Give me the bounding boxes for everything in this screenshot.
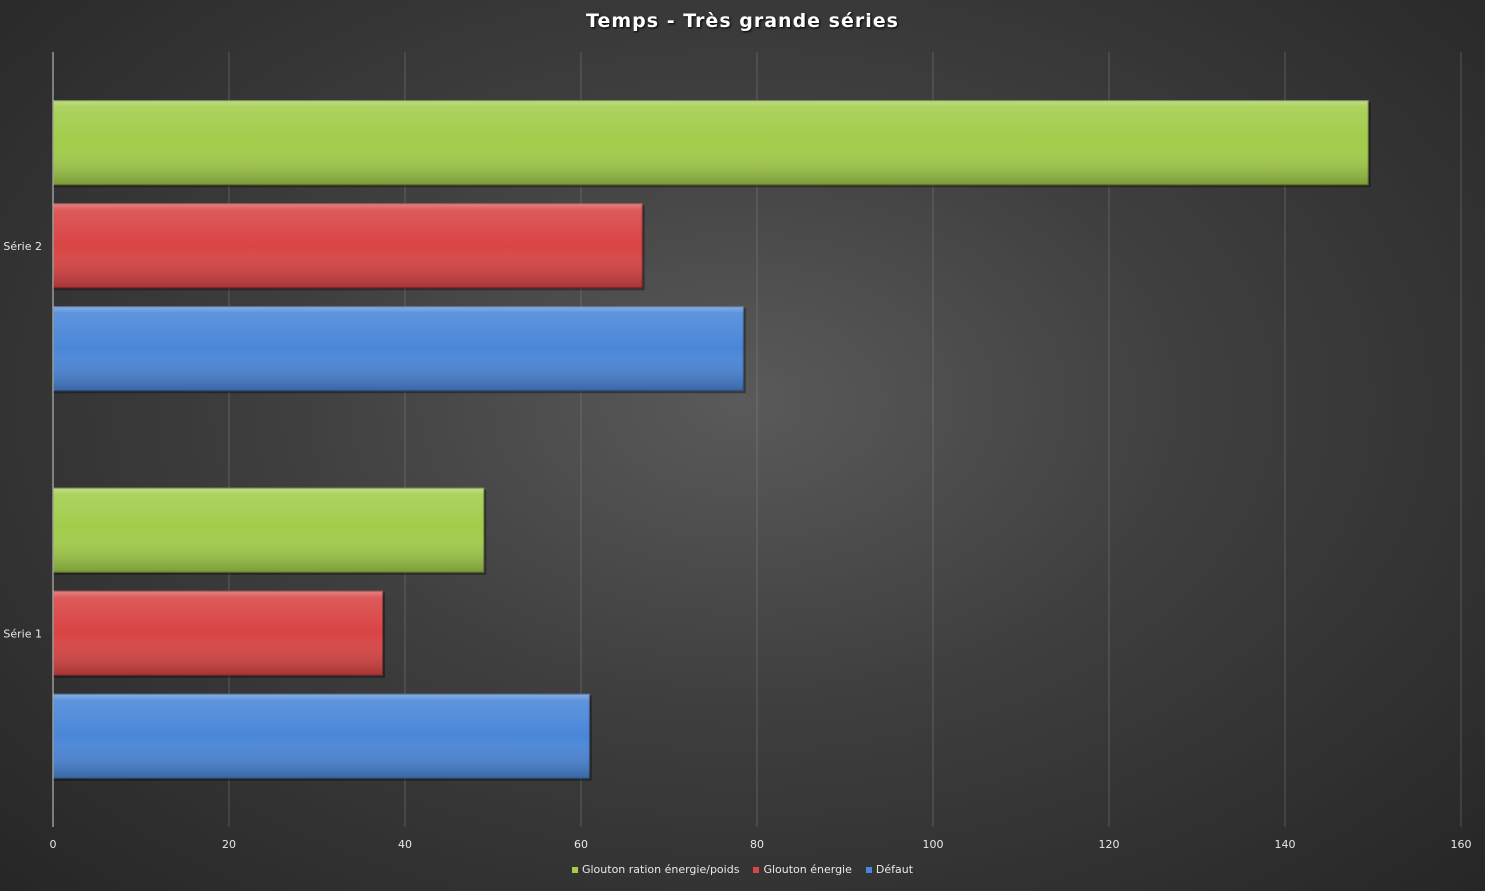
bar xyxy=(53,693,592,781)
x-tick-label: 80 xyxy=(750,838,764,851)
bar xyxy=(53,100,1371,188)
y-tick-label: Série 2 xyxy=(3,240,42,253)
x-tick-label: 120 xyxy=(1099,838,1120,851)
x-tick-label: 100 xyxy=(923,838,944,851)
bars xyxy=(53,100,1371,781)
x-tick-label: 140 xyxy=(1275,838,1296,851)
bar-highlight xyxy=(53,203,643,289)
bar-highlight xyxy=(53,487,485,573)
bar xyxy=(53,590,385,678)
bar-highlight xyxy=(53,306,744,392)
legend-item: Défaut xyxy=(865,863,914,876)
legend-item: Glouton ration énergie/poids xyxy=(571,863,740,876)
bar xyxy=(53,203,645,291)
bar-highlight xyxy=(53,100,1369,186)
legend: Glouton ration énergie/poids Glouton éner… xyxy=(0,863,1485,876)
legend-label: Glouton énergie xyxy=(763,863,852,876)
chart-title: Temps - Très grande séries xyxy=(586,10,899,32)
x-tick-label: 60 xyxy=(574,838,588,851)
legend-swatch xyxy=(571,866,578,873)
bar xyxy=(53,487,487,575)
bar-highlight xyxy=(53,590,383,676)
bar xyxy=(53,306,746,394)
axes: 0 20 40 60 80 100 120 140 160 Série 1 Série 2 xyxy=(3,52,1472,851)
x-tick-label: 160 xyxy=(1451,838,1472,851)
legend-label: Défaut xyxy=(875,863,914,876)
legend-label: Glouton ration énergie/poids xyxy=(581,863,740,876)
legend-swatch xyxy=(753,866,760,873)
x-tick-label: 20 xyxy=(222,838,236,851)
x-tick-label: 40 xyxy=(398,838,412,851)
y-tick-label: Série 1 xyxy=(3,627,42,640)
legend-item: Glouton énergie xyxy=(753,863,852,876)
x-tick-label: 0 xyxy=(50,838,57,851)
legend-swatch xyxy=(865,866,872,873)
bar-highlight xyxy=(53,693,590,779)
